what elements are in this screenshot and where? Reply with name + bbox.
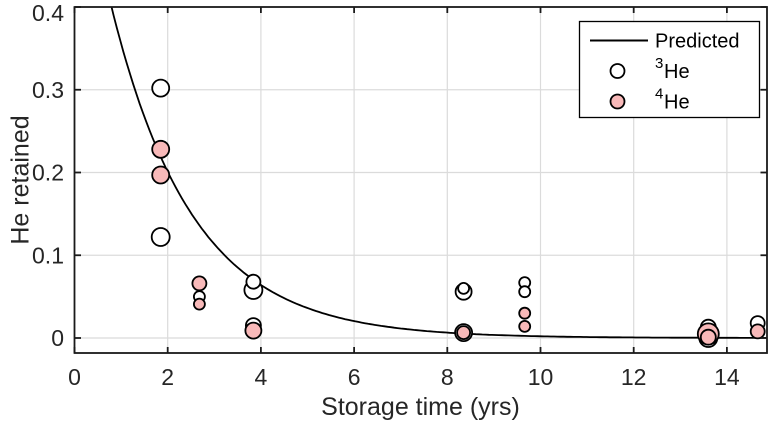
marker-3He-1	[150, 227, 171, 247]
marker-4He-9	[699, 328, 717, 346]
marker-4He-6	[518, 306, 532, 320]
tick-label-y-0.2: 0.2	[32, 160, 64, 186]
marker-4He-7	[518, 319, 532, 333]
x-axis-label: Storage time (yrs)	[321, 393, 520, 421]
tick-label-x-4: 4	[255, 364, 268, 390]
marker-3He-4	[245, 273, 262, 290]
y-axis-label: He retained	[6, 115, 35, 245]
tick-label-x-6: 6	[348, 364, 361, 390]
legend-marker-he4	[609, 93, 626, 110]
legend-marker-he3	[609, 63, 626, 79]
marker-3He-7	[457, 281, 471, 295]
marker-4He-1	[151, 165, 171, 185]
axes-box	[73, 6, 768, 354]
legend-label-he4: 4He	[655, 86, 690, 114]
legend-label-he3: 3He	[655, 55, 690, 83]
tick-label-y-0.4: 0.4	[32, 0, 64, 26]
tick-label-x-2: 2	[161, 364, 174, 390]
legend-label-predicted: Predicted	[655, 31, 740, 53]
marker-4He-5	[456, 325, 472, 341]
tick-label-x-8: 8	[441, 364, 454, 390]
marker-4He-0	[151, 139, 171, 159]
predicted-curve	[110, 7, 766, 339]
tick-label-y-0: 0	[51, 325, 64, 351]
marker-4He-3	[192, 297, 206, 311]
marker-4He-2	[191, 275, 208, 292]
marker-3He-10	[518, 285, 532, 299]
tick-label-y-0.1: 0.1	[32, 242, 64, 268]
tick-label-x-10: 10	[528, 364, 554, 390]
tick-label-x-0: 0	[68, 364, 81, 390]
tick-label-y-0.3: 0.3	[32, 77, 64, 103]
tick-label-x-14: 14	[714, 364, 740, 390]
marker-4He-10	[749, 323, 766, 340]
marker-3He-0	[151, 78, 171, 98]
tick-label-x-12: 12	[621, 364, 647, 390]
legend-box	[578, 20, 761, 119]
marker-4He-4	[244, 321, 263, 340]
